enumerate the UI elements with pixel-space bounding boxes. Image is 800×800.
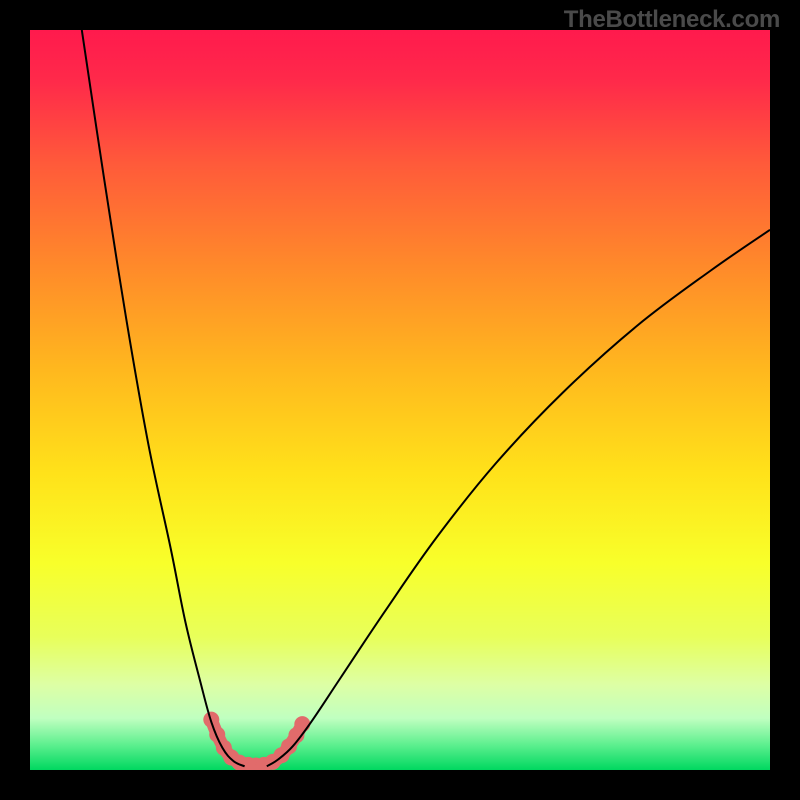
marker-dot: [294, 716, 310, 732]
bottleneck-chart: [30, 30, 770, 770]
watermark-text: TheBottleneck.com: [564, 6, 780, 34]
